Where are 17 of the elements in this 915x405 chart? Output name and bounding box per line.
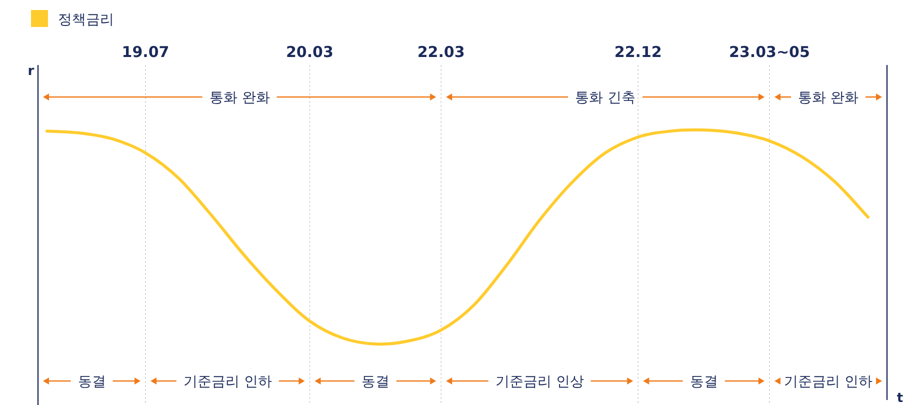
x-tick-label: 22.12 (614, 43, 662, 61)
text: 기준금리 인하 (784, 374, 872, 390)
text: 기준금리 인하 (183, 374, 272, 390)
x-tick-label: 19.07 (122, 43, 170, 61)
text: 동결 (361, 374, 390, 390)
y-axis-title: r (28, 64, 35, 79)
text: 동결 (690, 374, 718, 390)
x-tick-label: 23.03~05 (729, 43, 810, 61)
x-axis-title: t (896, 391, 904, 405)
legend-label: 정책금리 (58, 12, 114, 28)
text: 통화 완화 (209, 90, 270, 106)
x-tick-label: 22.03 (417, 43, 465, 61)
x-tick-label: 20.03 (286, 43, 334, 61)
text: 통화 완화 (798, 90, 858, 106)
text: 동결 (78, 374, 106, 390)
text: 통화 긴축 (575, 90, 636, 106)
text: 기준금리 인상 (495, 374, 584, 390)
